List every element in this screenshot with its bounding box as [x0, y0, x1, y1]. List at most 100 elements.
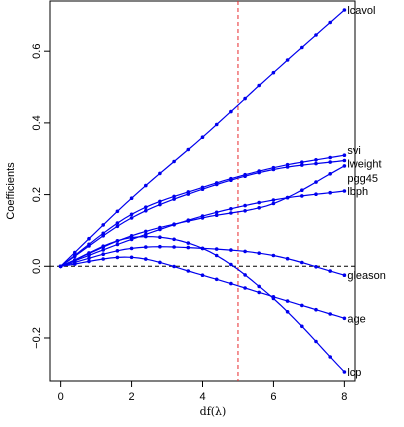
series-point-lcp [144, 234, 148, 239]
series-point-svi [300, 160, 304, 164]
reference-lines [50, 1, 355, 381]
series-line-age [60, 256, 345, 319]
series-point-age [200, 273, 205, 278]
series-label-lbph: lbph [347, 186, 368, 198]
x-tick-label: 8 [341, 391, 347, 403]
series-point-lweight [172, 197, 176, 201]
series-point-lweight [129, 216, 134, 220]
series-point-lcp [314, 339, 318, 344]
series-point-lcavol [271, 70, 276, 75]
series-point-svi [101, 231, 105, 236]
series-point-lcavol [172, 159, 176, 164]
series-point-svi [158, 199, 162, 204]
series-point-lcp [300, 324, 304, 329]
series-point-lcavol [101, 223, 105, 227]
series-point-age [328, 312, 333, 316]
series-point-lcp [271, 296, 276, 301]
series-point-lweight [342, 158, 347, 163]
series-point-gleason [115, 249, 120, 253]
series-label-lweight: lweight [347, 159, 381, 171]
series-point-gleason [257, 251, 262, 255]
x-tick-label: 0 [58, 391, 64, 403]
series-point-lbph [257, 200, 262, 205]
x-tick-label: 2 [129, 391, 135, 403]
series-point-lbph [285, 195, 290, 200]
series-point-lweight [87, 244, 91, 248]
series-point-lcavol [73, 250, 77, 255]
series-point-svi [314, 158, 318, 162]
series-point-lcp [257, 284, 262, 289]
series-point-lweight [271, 167, 276, 172]
y-tick-label: 0.2 [31, 187, 43, 202]
series-point-gleason [342, 273, 347, 278]
series-point-lweight [73, 254, 77, 259]
series-label-gleason: gleason [347, 270, 386, 282]
series-point-lcavol [285, 58, 290, 62]
series-point-lcavol [214, 122, 219, 127]
series-point-age [172, 264, 176, 269]
series-point-gleason [101, 252, 105, 256]
series-point-lbph [300, 194, 304, 198]
series-point-gleason [214, 247, 219, 251]
series-point-pgg45 [328, 172, 333, 176]
series-point-lcp [87, 251, 91, 255]
series-point-lweight [300, 163, 304, 167]
series-label-svi: svi [347, 145, 360, 157]
series-point-lbph [101, 248, 105, 252]
series-point-lbph [172, 222, 176, 227]
series-point-lcp [129, 235, 134, 240]
series-point-lcavol [229, 109, 233, 114]
series-point-age [115, 255, 120, 260]
series-point-age [257, 290, 262, 295]
y-tick-label: −0.2 [31, 327, 43, 349]
series-point-lweight [328, 160, 333, 164]
series-point-lbph [214, 210, 219, 215]
series-point-lcavol [257, 83, 262, 88]
x-tick-label: 4 [199, 391, 205, 403]
series-point-lweight [214, 182, 219, 187]
series-point-pgg45 [314, 180, 318, 184]
series-point-lcp [285, 310, 290, 314]
series-point-gleason [87, 256, 91, 261]
series-point-lweight [115, 224, 120, 229]
series-point-lcavol [342, 8, 347, 12]
series-point-lcavol [243, 96, 247, 101]
series-point-age [144, 257, 148, 261]
x-axis-title: df(λ) [200, 405, 227, 418]
series-point-lweight [200, 187, 205, 191]
series-point-gleason [129, 246, 134, 251]
series-point-lbph [158, 227, 162, 232]
series-point-lweight [158, 202, 162, 207]
series-point-age [129, 255, 134, 260]
series-point-age [300, 303, 304, 308]
series-point-lbph [328, 190, 333, 195]
series-point-age [342, 316, 347, 321]
series-point-lcavol [300, 45, 304, 50]
series-point-lcp [243, 273, 247, 277]
series-point-lcp [115, 239, 120, 243]
series-point-lcp [200, 246, 205, 251]
series-point-lcp [229, 262, 233, 267]
series-point-lweight [243, 174, 247, 178]
series-label-pgg45: pgg45 [347, 173, 378, 185]
series-label-age: age [347, 313, 365, 325]
series-point-gleason [328, 269, 333, 273]
series-point-age [314, 307, 318, 312]
series-point-gleason [229, 248, 233, 252]
series-point-age [214, 277, 219, 282]
series-point-lweight [285, 165, 290, 169]
series-point-svi [328, 155, 333, 160]
series-point-gleason [158, 244, 162, 249]
series-point-pgg45 [214, 213, 219, 217]
series-point-lbph [87, 253, 91, 258]
series-label-lcavol: lcavol [347, 5, 375, 17]
x-tick-label: 6 [270, 391, 276, 403]
series-point-age [87, 259, 91, 264]
series-point-lcavol [314, 33, 318, 37]
series-point-svi [342, 153, 347, 157]
series-point-svi [115, 221, 120, 225]
series-point-lcp [172, 237, 176, 242]
series-point-age [73, 262, 77, 266]
